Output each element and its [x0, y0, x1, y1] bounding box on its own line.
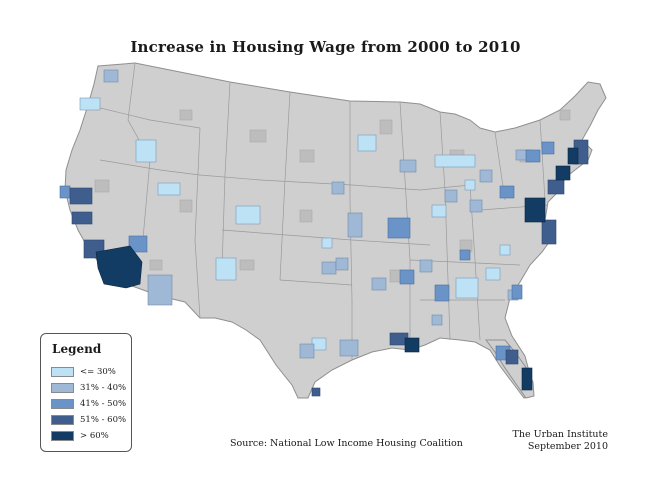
- legend-title: Legend: [52, 342, 102, 356]
- credit-org: The Urban Institute: [512, 429, 608, 440]
- us-outline: [64, 62, 607, 399]
- regions-le-30: [79, 97, 511, 351]
- legend-swatch: [51, 415, 74, 425]
- legend-swatch: [51, 383, 74, 393]
- legend-label: 51% - 60%: [80, 415, 127, 425]
- legend-item: > 60%: [51, 430, 109, 442]
- legend-swatch: [51, 431, 74, 441]
- legend-swatch: [51, 399, 74, 409]
- credit-date: September 2010: [527, 441, 608, 452]
- regions-41-50: [59, 141, 555, 361]
- legend-label: 31% - 40%: [80, 383, 127, 393]
- credit: The Urban Institute September 2010: [500, 429, 608, 453]
- legend-item: 41% - 50%: [51, 398, 126, 410]
- legend-item: 31% - 40%: [51, 382, 126, 394]
- regions-gt-60: [95, 147, 579, 391]
- legend-label: > 60%: [80, 431, 109, 441]
- source-note: Source: National Low Income Housing Coal…: [230, 438, 463, 449]
- legend-label: <= 30%: [80, 367, 116, 377]
- map-title: Increase in Housing Wage from 2000 to 20…: [130, 38, 521, 56]
- legend: Legend <= 30% 31% - 40% 41% - 50% 51% - …: [40, 333, 132, 452]
- legend-item: <= 30%: [51, 366, 116, 378]
- legend-item: 51% - 60%: [51, 414, 126, 426]
- legend-swatch: [51, 367, 74, 377]
- legend-label: 41% - 50%: [80, 399, 127, 409]
